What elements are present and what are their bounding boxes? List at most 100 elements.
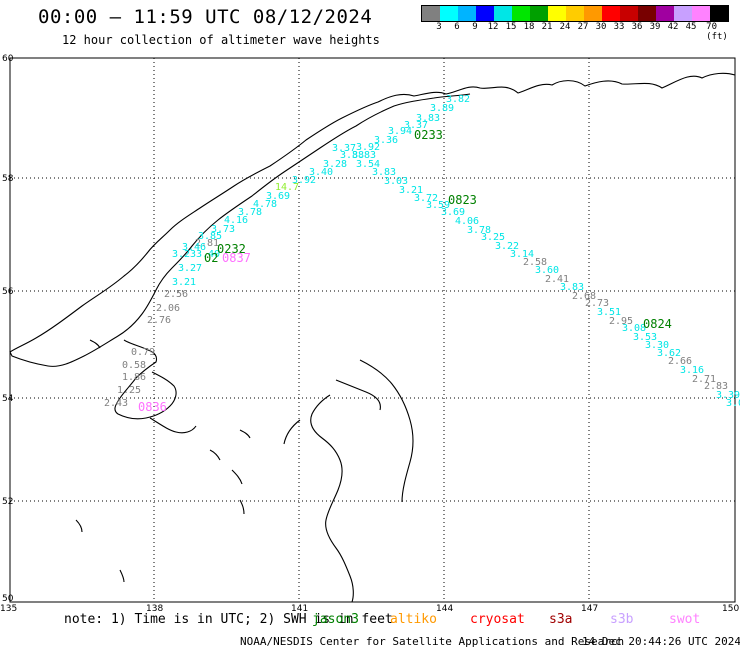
map-frame — [9, 57, 736, 603]
pass-time-label: 0836 — [138, 400, 167, 414]
wave-height-value: 3.16 — [680, 365, 704, 376]
scale-swatch — [656, 6, 674, 21]
wave-height-value: 3.53 — [633, 332, 657, 343]
map-subtitle: 12 hour collection of altimeter wave hei… — [62, 33, 380, 47]
wave-height-value: 3.85 — [198, 231, 222, 242]
wave-height-value: 3.72 — [414, 193, 438, 204]
wave-height-value: 3.46 — [182, 242, 206, 253]
scale-label: 15 — [505, 22, 517, 32]
wave-height-value: 14.7 — [275, 182, 299, 193]
wave-height-value: 3.59 — [426, 200, 450, 211]
wave-height-value: 4.06 — [455, 216, 479, 227]
scale-swatch — [512, 6, 530, 21]
pass-time-label: 0823 — [448, 193, 477, 207]
wave-height-value: 2.73 — [585, 298, 609, 309]
pass-time-label: 0837 — [222, 251, 251, 265]
wave-height-value: 2.06 — [156, 303, 180, 314]
wave-height-value: 2.83 — [704, 381, 728, 392]
scale-swatch — [440, 6, 458, 21]
wave-height-value: 3.62 — [657, 348, 681, 359]
wave-height-value: 2.81 — [195, 238, 219, 249]
scale-swatch — [530, 6, 548, 21]
wave-height-value: 3.60 — [535, 265, 559, 276]
wave-height-value: 1.25 — [117, 385, 141, 396]
lon-label: 138 — [146, 604, 163, 614]
wave-height-value: 0.58 — [122, 360, 146, 371]
scale-label: 21 — [541, 22, 553, 32]
wave-height-value: 3.78 — [238, 207, 262, 218]
scale-swatch — [602, 6, 620, 21]
wave-height-value: 0.79 — [131, 347, 155, 358]
pass-time-label: 02 — [204, 251, 218, 265]
wave-height-value: 3.21 — [172, 277, 196, 288]
wave-height-value: 4.78 — [253, 199, 277, 210]
wave-height-value: 3.51 — [597, 307, 621, 318]
wave-height-value: 3.27 — [178, 263, 202, 274]
wave-height-value: 3.08 — [622, 323, 646, 334]
wave-height-value: 3.92 — [356, 142, 380, 153]
scale-swatch — [476, 6, 494, 21]
scale-label: 3 — [436, 22, 442, 32]
scale-label: 9 — [472, 22, 478, 32]
wave-height-value: 2.95 — [609, 316, 633, 327]
wave-height-value: 3.88 — [340, 150, 364, 161]
wave-height-value: 3.69 — [266, 191, 290, 202]
lon-label: 150 — [722, 604, 739, 614]
wave-height-value: 2.43 — [104, 398, 128, 409]
wave-height-value: 3.83 — [416, 113, 440, 124]
wave-height-value: 3.37 — [332, 143, 356, 154]
wave-height-value: 4.16 — [224, 215, 248, 226]
lon-label: 141 — [291, 604, 308, 614]
scale-swatch — [548, 6, 566, 21]
scale-swatch — [620, 6, 638, 21]
scale-swatch — [674, 6, 692, 21]
wave-height-value: 2.66 — [668, 356, 692, 367]
lat-label: 52 — [2, 497, 13, 507]
sat-altiko: altiko — [390, 612, 437, 627]
scale-swatch — [566, 6, 584, 21]
scale-label: 45 — [685, 22, 697, 32]
wave-height-value: 3.21 — [399, 185, 423, 196]
wave-height-value: 3.73 — [211, 224, 235, 235]
wave-height-value: 3.03 — [384, 176, 408, 187]
scale-swatch — [638, 6, 656, 21]
scale-label: 18 — [523, 22, 535, 32]
wave-height-value: 2.68 — [572, 291, 596, 302]
wave-height-value: 3.78 — [467, 225, 491, 236]
lon-label: 144 — [436, 604, 453, 614]
lon-label: 147 — [581, 604, 598, 614]
graticule — [10, 58, 735, 602]
lat-label: 60 — [2, 54, 14, 64]
scale-label: 36 — [631, 22, 643, 32]
wave-height-value: 3.40 — [196, 249, 220, 260]
coastline — [9, 72, 736, 603]
wave-height-value: 3.22 — [495, 241, 519, 252]
lat-label: 54 — [2, 394, 14, 404]
color-scale-bar — [421, 5, 729, 22]
wave-height-value: 3.0 — [726, 398, 740, 409]
scale-label: 39 — [649, 22, 661, 32]
sat-cryosat: cryosat — [470, 612, 525, 627]
wave-height-value: 2.56 — [164, 289, 188, 300]
wave-height-value: 3.14 — [510, 249, 534, 260]
wave-height-value: 2.58 — [523, 257, 547, 268]
wave-height-value: 2.71 — [692, 374, 716, 385]
scale-label: 33 — [613, 22, 625, 32]
wave-height-value: 3.36 — [374, 135, 398, 146]
wave-height-value: 3.39 — [716, 390, 740, 401]
wave-height-value: 3.83 — [560, 282, 584, 293]
scale-label: 27 — [577, 22, 589, 32]
wave-height-value: 3.92 — [292, 175, 316, 186]
pass-time-label: 0233 — [414, 128, 443, 142]
wave-height-value: 1.86 — [122, 372, 146, 383]
scale-swatch — [692, 6, 710, 21]
lat-label: 50 — [2, 594, 14, 604]
credit-text: NOAA/NESDIS Center for Satellite Applica… — [240, 635, 625, 648]
sat-s3b: s3b — [610, 612, 634, 627]
wave-height-value: 3.40 — [309, 167, 333, 178]
scale-swatch — [710, 6, 728, 21]
scale-swatch — [584, 6, 602, 21]
scale-swatch — [422, 6, 440, 21]
wave-height-value: 2.76 — [147, 315, 171, 326]
generated-timestamp: 14 Dec 20:44:26 UTC 2024 — [582, 635, 740, 648]
